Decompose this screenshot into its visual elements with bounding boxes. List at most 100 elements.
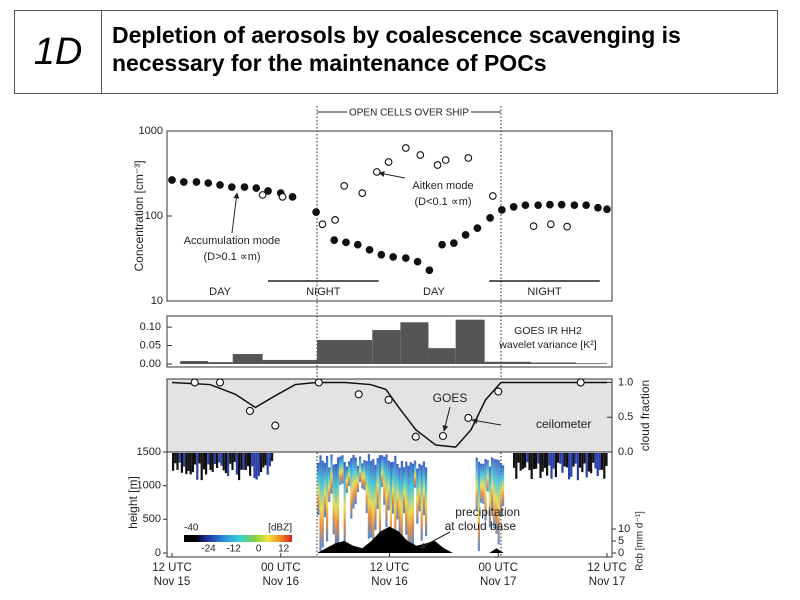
radar-echo [231, 453, 234, 471]
data-point [546, 200, 554, 209]
bar [317, 340, 373, 364]
data-point [365, 245, 374, 254]
x-tick-label: 00 UTC Nov 17 [478, 562, 518, 588]
ceilometer-point [438, 431, 448, 441]
radar-echo [585, 453, 588, 478]
radar-echo [528, 453, 531, 471]
radar-echo [530, 453, 533, 480]
radar-echo [207, 453, 210, 465]
radar-echo [394, 455, 397, 550]
radar-echo [339, 456, 342, 485]
radar-echo [244, 453, 247, 471]
radar-echo [601, 453, 604, 470]
radar-echo [385, 454, 388, 528]
radar-echo [592, 453, 595, 463]
x-tick-label: 12 UTC Nov 17 [587, 562, 627, 588]
radar-echo [554, 453, 557, 478]
series-note: (D>0.1 ∝m) [203, 251, 260, 263]
radar-echo [185, 453, 188, 475]
radar-echo [605, 453, 608, 466]
data-point [258, 191, 267, 199]
data-point [372, 168, 381, 176]
radar-echo [488, 466, 491, 528]
data-point [433, 161, 442, 169]
radar-echo [587, 453, 590, 472]
radar-echo [535, 453, 538, 469]
radar-echo [572, 453, 575, 467]
radar-echo [262, 453, 265, 468]
radar-echo [378, 455, 381, 549]
series-label: Accumulation mode [184, 235, 281, 247]
series-label: GOES [433, 391, 468, 405]
radar-echo [486, 460, 489, 492]
radar-echo [240, 453, 243, 470]
ceilometer-point [190, 378, 199, 387]
radar-echo [350, 458, 353, 519]
radar-echo [172, 453, 175, 471]
radar-echo [526, 453, 529, 463]
data-point [464, 154, 473, 162]
data-point [521, 201, 530, 210]
radar-echo [268, 453, 271, 467]
radar-echo [521, 453, 524, 470]
radar-echo [238, 453, 241, 481]
data-point [204, 179, 213, 187]
bar [400, 322, 429, 364]
radar-echo [563, 453, 566, 467]
radar-echo [565, 453, 568, 468]
radar-echo [249, 453, 252, 476]
data-point [179, 178, 188, 186]
data-point [603, 205, 611, 214]
data-point [529, 222, 538, 230]
colorbar [196, 535, 292, 542]
data-point [449, 239, 458, 247]
radar-echo [414, 460, 417, 488]
data-point [425, 266, 434, 275]
y2-tick-label: 5 [618, 535, 624, 547]
radar-echo [246, 453, 249, 467]
y-tick-label: 1000 [139, 125, 163, 137]
radar-echo [550, 453, 553, 479]
radar-echo [425, 467, 428, 537]
data-point [546, 220, 555, 229]
radar-echo [213, 453, 216, 465]
radar-echo [264, 453, 267, 466]
open-cells-label-bg [346, 106, 471, 118]
radar-echo [330, 454, 333, 494]
series-note: (D<0.1 ∝m) [414, 196, 471, 208]
radar-echo [598, 453, 601, 470]
radar-echo [178, 453, 181, 463]
y-tick-label: 10 [151, 295, 163, 307]
y2-tick-label: 0.5 [618, 411, 633, 423]
data-point [570, 201, 579, 210]
radar-echo [326, 455, 329, 542]
radar-echo [180, 453, 183, 473]
radar-echo [543, 453, 546, 468]
radar-echo [574, 453, 577, 464]
radar-echo [568, 453, 571, 480]
x-tick-label: 12 UTC Nov 15 [152, 562, 192, 588]
data-point [312, 208, 320, 216]
radar-echo [356, 465, 359, 493]
radar-echo [583, 453, 586, 464]
radar-echo [383, 456, 386, 505]
data-point [216, 181, 224, 189]
radar-echo [343, 462, 346, 545]
radar-echo [183, 453, 186, 467]
radar-echo [475, 457, 478, 510]
radar-echo [596, 453, 599, 477]
series-label: Aitken mode [412, 180, 473, 192]
data-point [563, 222, 571, 231]
data-point [342, 238, 350, 247]
radar-echo [546, 453, 549, 476]
ceilometer-point [215, 378, 225, 387]
data-point [252, 184, 261, 192]
ceilometer-point [464, 413, 473, 422]
y2-tick-label: 0 [618, 547, 624, 559]
radar-echo [271, 453, 274, 462]
ceilometer-point [411, 432, 420, 441]
open-cells-label: OPEN CELLS OVER SHIP [349, 108, 469, 119]
data-point [358, 189, 367, 197]
annotation-arrow [442, 406, 451, 432]
radar-echo [323, 462, 326, 518]
